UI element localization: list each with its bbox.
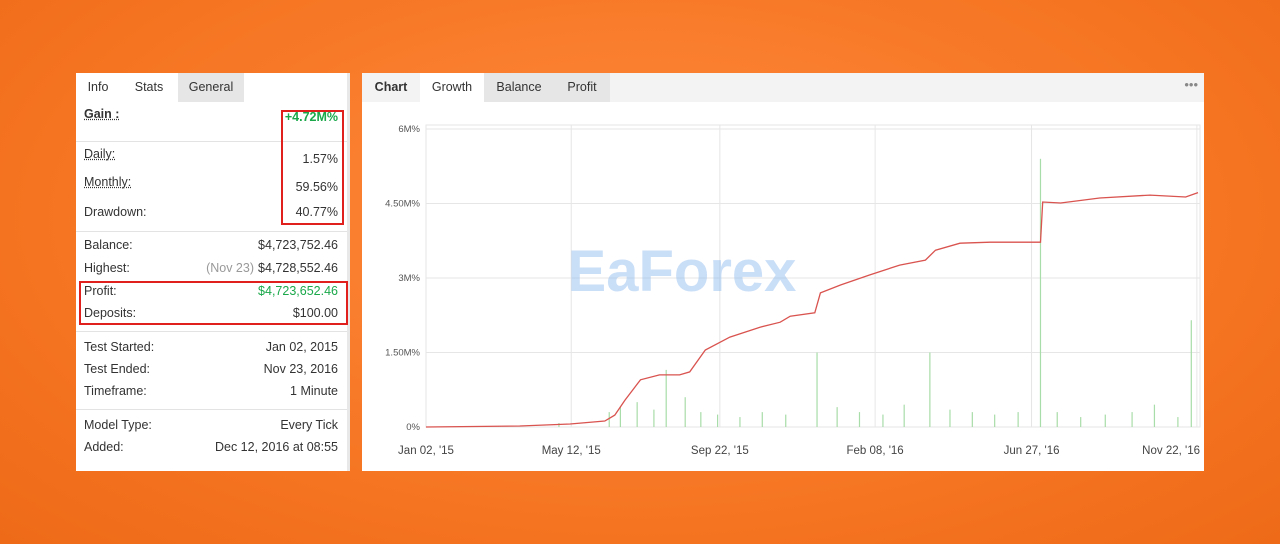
volume-bar [929, 352, 931, 427]
separator [76, 141, 347, 142]
stat-label: Daily: [84, 147, 116, 161]
separator [76, 409, 347, 410]
stat-value: 1.57% [302, 152, 338, 166]
volume-bar [1190, 320, 1192, 427]
stat-value: Dec 12, 2016 at 08:55 [214, 440, 338, 454]
volume-bar [1104, 414, 1106, 427]
volume-bar [665, 369, 667, 427]
watermark: EaForex [568, 239, 797, 304]
volume-bar [608, 412, 610, 427]
growth-line [425, 191, 1199, 428]
volume-bar [1131, 412, 1133, 427]
highlight-box [281, 110, 344, 225]
stat-value: 1 Minute [290, 384, 338, 398]
stat-label: Timeframe: [84, 384, 147, 398]
volume-bar [1177, 417, 1179, 427]
volume-bar [882, 414, 884, 427]
y-tick-label: 1.50M% [385, 348, 420, 359]
volume-bar [761, 412, 763, 427]
stat-value: Every Tick [280, 418, 338, 432]
volume-bar [858, 412, 861, 427]
tab[interactable]: Balance [484, 73, 554, 102]
tab[interactable]: Growth [420, 73, 484, 102]
volume-bar [816, 352, 818, 427]
stat-label: Deposits: [84, 306, 137, 320]
x-tick-label: Sep 22, '15 [691, 445, 749, 457]
volume-bar [684, 397, 686, 427]
y-tick-label: 6M% [398, 124, 420, 135]
stat-value: 59.56% [295, 180, 338, 194]
tab[interactable]: Info [76, 73, 120, 102]
volume-bar [836, 407, 838, 427]
x-tick-label: Jun 27, '16 [1004, 445, 1060, 457]
plot-frame [425, 124, 1201, 428]
volume-bar [1080, 417, 1082, 427]
highlight-box [79, 281, 348, 325]
stat-value: 40.77% [295, 205, 338, 219]
y-tick-label: 0% [406, 422, 420, 433]
y-tick-label: 3M% [398, 273, 420, 284]
x-tick-label: Jan 02, '15 [398, 445, 454, 457]
volume-bar [716, 414, 719, 427]
tab: Chart [362, 73, 420, 102]
stat-value: $4,723,652.46 [258, 284, 338, 298]
tab[interactable]: Stats [120, 73, 178, 102]
stat-value: Jan 02, 2015 [265, 340, 338, 354]
stat-value: $100.00 [292, 306, 338, 320]
tab[interactable]: Profit [554, 73, 610, 102]
y-tick-label: 4.50M% [385, 199, 420, 210]
chart: 0% 1.50M% 3M% 4.50M% 6M% Jan 02, '15 May 12, '… [385, 124, 1201, 457]
volume-bar [1017, 412, 1019, 427]
tab[interactable]: General [178, 73, 244, 102]
volume-bar [785, 414, 787, 427]
volume-bar [739, 417, 741, 427]
stat-label: Balance: [84, 238, 133, 252]
menu-button[interactable]: ••• [1184, 77, 1198, 92]
volume-bar [1153, 404, 1156, 427]
volume-bar [619, 407, 621, 427]
stat-label: Model Type: [84, 418, 152, 432]
x-tick-label: Nov 22, '16 [1142, 445, 1200, 457]
x-tick-label: May 12, '15 [542, 445, 601, 457]
volume-bar [636, 402, 638, 427]
volume-bar [994, 414, 996, 427]
stat-note: (Nov 23) [206, 261, 254, 275]
stat-label: Highest: [84, 261, 130, 275]
stat-label: Drawdown: [84, 205, 147, 219]
volume-bar [971, 412, 973, 427]
separator [76, 231, 347, 232]
stat-value: Nov 23, 2016 [263, 362, 338, 376]
stat-label: Gain : [84, 107, 120, 121]
stat-value: $4,723,752.46 [258, 238, 338, 252]
stat-label: Added: [84, 440, 124, 454]
volume-bar [903, 404, 905, 427]
volume-bar [653, 409, 655, 427]
separator [76, 331, 347, 332]
stat-label: Test Started: [84, 340, 155, 354]
chart-panel: 0% 1.50M% 3M% 4.50M% 6M% Jan 02, '15 May 12, '… [362, 73, 1204, 471]
volume-bar [700, 412, 702, 427]
volume-bar [1039, 158, 1042, 428]
stat-label: Test Ended: [84, 362, 151, 376]
stat-label: Profit: [84, 284, 117, 298]
stat-label: Monthly: [84, 175, 132, 189]
stat-value: $4,728,552.46 [258, 261, 338, 275]
stats-panel: Info Stats General Gain : +4.72M% Daily: 1.57%… [76, 73, 350, 471]
x-tick-label: Feb 08, '16 [847, 445, 904, 457]
volume-bar [949, 409, 951, 427]
volume-bar [1056, 412, 1058, 427]
stat-value: +4.72M% [284, 110, 338, 124]
